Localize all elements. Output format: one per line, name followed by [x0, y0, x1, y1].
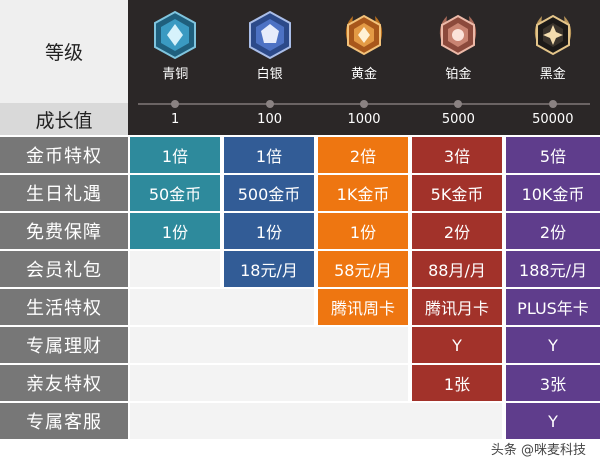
tier-silver: 白银 — [222, 0, 316, 90]
cell-black-gold: 10K金币 — [506, 175, 600, 211]
level-header-label: 等级 — [0, 0, 128, 103]
cell-platinum: 腾讯月卡 — [412, 289, 502, 325]
cell-silver: 1倍 — [224, 137, 314, 173]
row-label: 亲友特权 — [0, 365, 128, 401]
cell-platinum: 5K金币 — [412, 175, 502, 211]
empty-cell — [130, 289, 314, 325]
cell-black-gold: PLUS年卡 — [506, 289, 600, 325]
row-label: 生日礼遇 — [0, 175, 128, 211]
cell-bronze: 50金币 — [130, 175, 220, 211]
cell-black-gold: 3张 — [506, 365, 600, 401]
bronze-hexagon-badge-icon — [154, 10, 197, 60]
cell-black-gold: 5倍 — [506, 137, 600, 173]
cell-black-gold: Y — [506, 327, 600, 363]
cell-gold: 腾讯周卡 — [318, 289, 408, 325]
cell-gold: 2倍 — [318, 137, 408, 173]
growth-value: 1 — [171, 112, 180, 127]
watermark: 头条 @咪麦科技 — [490, 443, 586, 458]
cell-black-gold: 2份 — [506, 213, 600, 249]
tier-name: 青铜 — [162, 67, 189, 82]
cell-black-gold: Y — [506, 403, 600, 439]
growth-dot — [454, 100, 463, 108]
tier-platinum: 铂金 — [411, 0, 505, 90]
growth-dot — [548, 100, 557, 108]
benefit-row-family-privilege: 亲友特权 1张 3张 — [0, 365, 600, 403]
growth-dot — [360, 100, 368, 108]
benefit-row-free-protection: 免费保障 1份 1份 1份 2份 2份 — [0, 213, 600, 251]
empty-cell — [130, 365, 408, 401]
cell-gold: 1份 — [318, 213, 408, 249]
benefit-row-life-privilege: 生活特权 腾讯周卡 腾讯月卡 PLUS年卡 — [0, 289, 600, 327]
empty-cell — [130, 403, 502, 439]
row-label: 会员礼包 — [0, 251, 128, 287]
silver-hexagon-badge-icon — [248, 10, 291, 60]
cell-gold: 58元/月 — [318, 251, 408, 287]
cell-platinum: 1张 — [412, 365, 502, 401]
benefit-row-exclusive-service: 专属客服 Y — [0, 403, 600, 441]
growth-header-label: 成长值 — [0, 103, 128, 135]
tier-header: 青铜 白银 黄金 铂金 — [128, 0, 600, 135]
empty-cell — [130, 327, 408, 363]
benefit-row-member-gift: 会员礼包 18元/月 58元/月 88月/月 188元/月 — [0, 251, 600, 289]
cell-platinum: 3倍 — [412, 137, 502, 173]
gold-laurel-badge-icon — [345, 14, 383, 56]
black-gold-laurel-badge-icon — [534, 14, 571, 56]
growth-value: 5000 — [441, 112, 475, 127]
tier-name: 黑金 — [539, 67, 566, 82]
benefit-row-exclusive-finance: 专属理财 Y Y — [0, 327, 600, 365]
growth-value: 1000 — [347, 112, 381, 127]
cell-platinum: Y — [412, 327, 502, 363]
row-label: 金币特权 — [0, 137, 128, 173]
row-label: 专属理财 — [0, 327, 128, 363]
growth-dot — [171, 100, 180, 108]
tier-bronze: 青铜 — [128, 0, 222, 90]
growth-dot — [265, 100, 274, 108]
row-label: 专属客服 — [0, 403, 128, 439]
tier-name: 白银 — [256, 67, 283, 82]
tier-gold: 黄金 — [317, 0, 411, 90]
cell-gold: 1K金币 — [318, 175, 408, 211]
growth-value: 100 — [257, 112, 282, 127]
cell-black-gold: 188元/月 — [506, 251, 600, 287]
cell-silver: 18元/月 — [224, 251, 314, 287]
platinum-laurel-badge-icon — [440, 14, 477, 56]
benefit-row-birthday: 生日礼遇 50金币 500金币 1K金币 5K金币 10K金币 — [0, 175, 600, 213]
cell-platinum: 2份 — [412, 213, 502, 249]
empty-cell — [130, 251, 220, 287]
row-label: 免费保障 — [0, 213, 128, 249]
cell-platinum: 88月/月 — [412, 251, 502, 287]
cell-silver: 500金币 — [224, 175, 314, 211]
row-label: 生活特权 — [0, 289, 128, 325]
cell-bronze: 1份 — [130, 213, 220, 249]
cell-bronze: 1倍 — [130, 137, 220, 173]
cell-silver: 1份 — [224, 213, 314, 249]
growth-value: 50000 — [532, 112, 574, 127]
tier-name: 黄金 — [350, 67, 377, 82]
tier-name: 铂金 — [445, 67, 472, 82]
tier-black-gold: 黑金 — [506, 0, 600, 90]
benefit-row-coin-privilege: 金币特权 1倍 1倍 2倍 3倍 5倍 — [0, 137, 600, 175]
